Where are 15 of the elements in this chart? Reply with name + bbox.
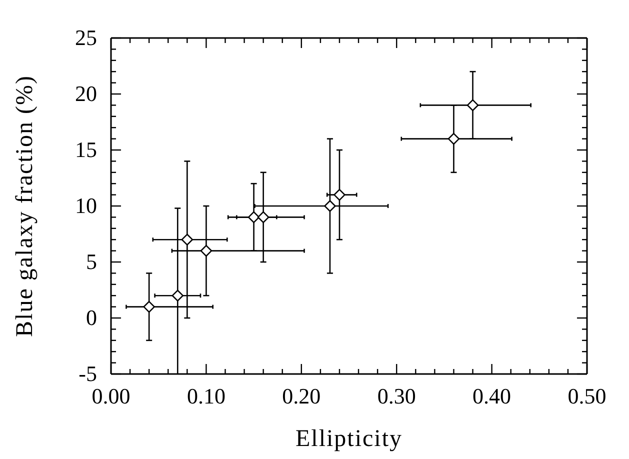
x-tick-label: 0.00 [92,384,130,409]
y-axis-title: Blue galaxy fraction (%) [12,75,38,337]
y-tick-label: 10 [75,193,97,218]
x-tick-label: 0.50 [568,384,606,409]
x-axis-title: Ellipticity [296,426,402,452]
y-tick-label: -5 [78,361,97,386]
x-tick-label: 0.10 [186,384,226,409]
x-tick-label: 0.20 [282,384,321,409]
y-tick-label: 15 [75,137,97,162]
y-tick-label: 20 [75,81,97,106]
y-tick-label: 25 [75,25,97,50]
y-tick-label: 0 [86,305,97,330]
y-tick-label: 5 [86,249,97,274]
x-tick-label: 0.30 [377,384,416,409]
x-tick-label: 0.40 [472,384,512,409]
